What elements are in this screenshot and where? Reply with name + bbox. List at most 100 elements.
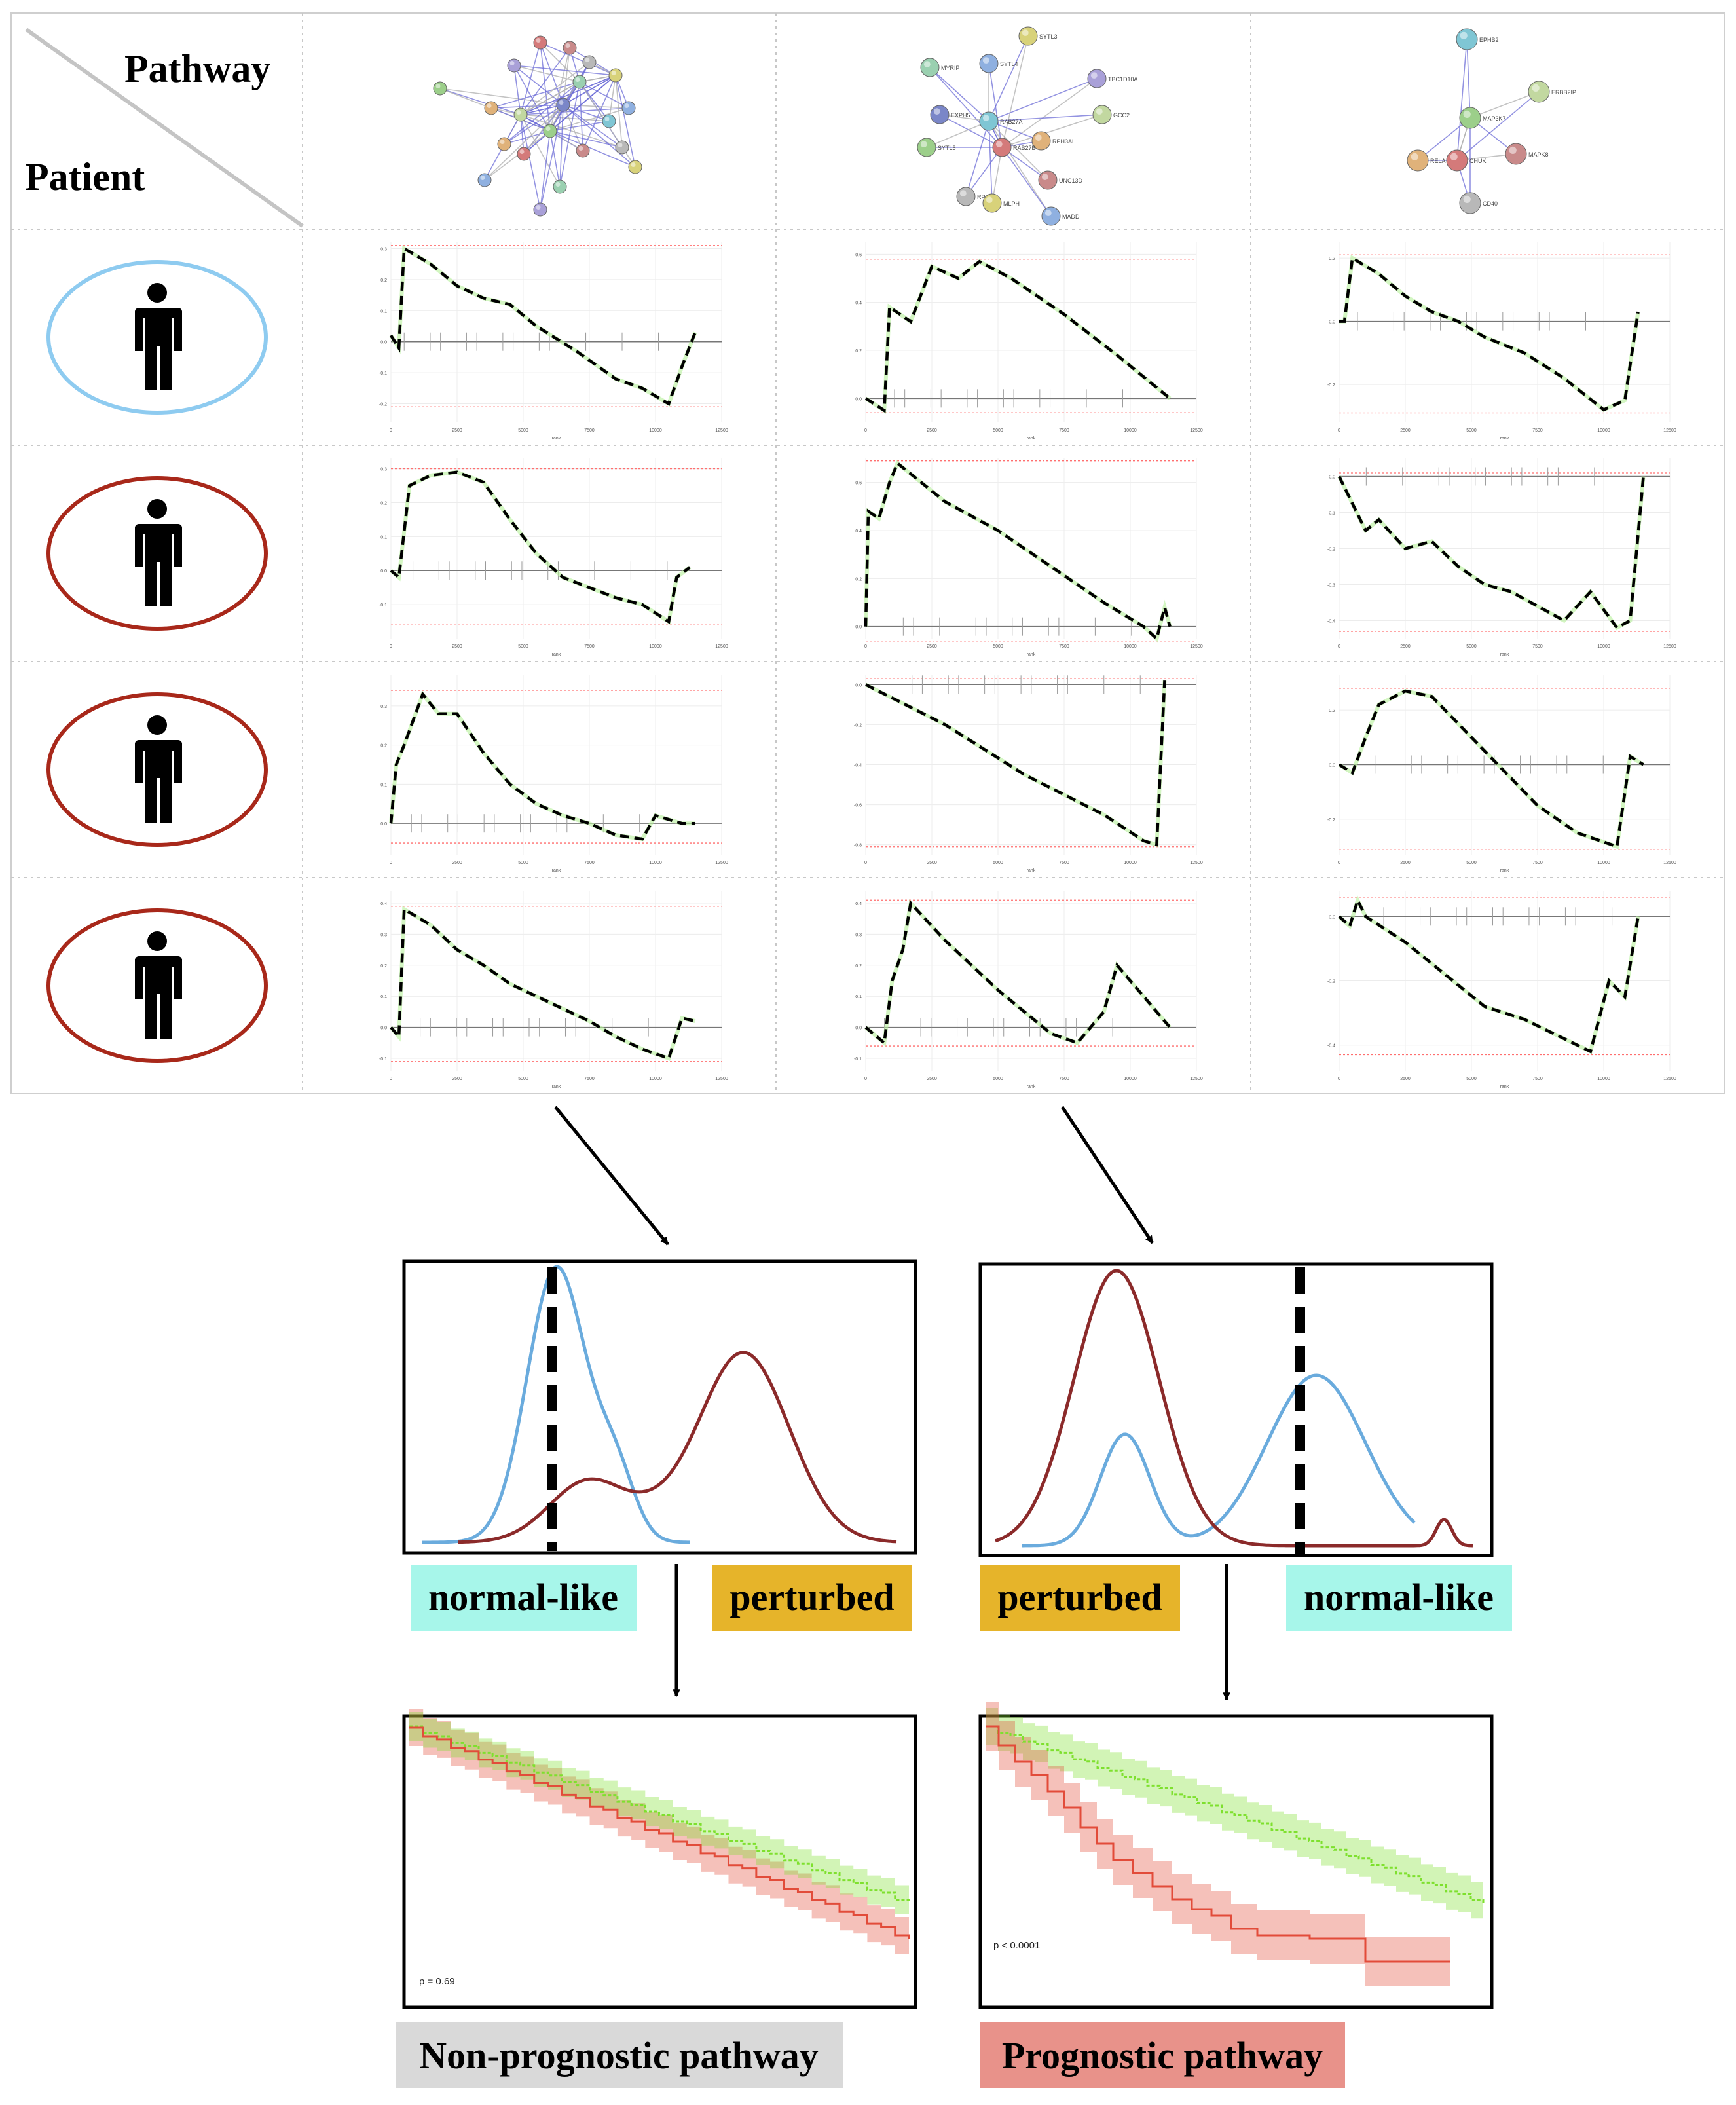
y-tick-label: 0.4	[855, 301, 862, 306]
x-axis-label: rank	[1500, 1085, 1509, 1089]
network-node: SYTL5	[917, 138, 956, 157]
patient-column	[46, 260, 268, 1063]
x-tick-label: 10000	[649, 644, 662, 649]
y-tick-label: 0.1	[380, 535, 387, 540]
network-node	[543, 124, 557, 138]
x-tick-label: 5000	[1466, 644, 1477, 649]
normal-like-label-left: normal-like	[428, 1576, 618, 1618]
y-tick-label: 0.3	[380, 933, 387, 937]
network-node-label: SYTL4	[1000, 61, 1018, 67]
person-icon	[135, 283, 182, 390]
perturbed-label-box-left	[712, 1565, 912, 1631]
es-plot-r4-c2: 0.4 0.3 0.2 0.1 0.0 -0.1 0 2500 5000 7500 10000 125…	[854, 891, 1203, 1089]
person-icon	[135, 499, 182, 606]
pathway-network-1	[433, 35, 642, 217]
y-tick-label: 0.0	[855, 683, 862, 688]
y-tick-label: 0.4	[855, 902, 862, 906]
x-tick-label: 10000	[1124, 861, 1137, 865]
running-es-curve	[864, 900, 1172, 1046]
network-node	[628, 160, 642, 174]
x-tick-label: 5000	[993, 1077, 1003, 1081]
y-tick-label: 0.3	[380, 247, 387, 251]
y-tick-label: 0.1	[380, 995, 387, 999]
x-tick-label: 2500	[927, 428, 937, 433]
normal-density-curve	[1022, 1373, 1416, 1548]
x-tick-label: 10000	[1597, 428, 1610, 433]
y-tick-label: -0.2	[379, 403, 387, 407]
es-plot-r2-c2: 0.6 0.4 0.2 0.0 0 2500 5000 7500 10000 12500 rank	[855, 458, 1203, 657]
y-tick-label: 0.2	[380, 964, 387, 969]
x-tick-label: 5000	[518, 428, 528, 433]
x-tick-label: 7500	[1532, 861, 1543, 865]
y-tick-label: 0.0	[380, 822, 387, 827]
y-tick-label: -0.1	[379, 603, 387, 608]
x-tick-label: 7500	[1532, 1077, 1543, 1081]
x-tick-label: 0	[864, 861, 867, 865]
x-tick-label: 7500	[1059, 1077, 1069, 1081]
prognostic-box	[980, 2022, 1345, 2088]
network-node: CHUK	[1446, 149, 1487, 172]
network-node: RPH3AL	[1031, 131, 1075, 151]
network-node-label: EPHB2	[1479, 37, 1499, 43]
x-tick-label: 7500	[584, 644, 595, 649]
network-node	[556, 98, 570, 112]
running-es-curve	[1337, 475, 1645, 630]
patient-2	[46, 476, 268, 631]
perturbed-label-left: perturbed	[729, 1576, 894, 1618]
running-es-curve	[390, 906, 696, 1060]
x-tick-label: 2500	[927, 861, 937, 865]
y-tick-label: 0.2	[380, 744, 387, 749]
network-node: MAP3K7	[1459, 107, 1506, 129]
y-tick-label: 0.6	[855, 253, 862, 257]
network-node-label: MAP3K7	[1483, 115, 1506, 122]
network-node	[513, 107, 528, 122]
p-value-left: p = 0.69	[419, 1976, 455, 1987]
y-tick-label: -0.2	[1327, 818, 1335, 823]
network-node-label: MLPH	[1003, 200, 1020, 207]
x-tick-label: 5000	[993, 428, 1003, 433]
y-tick-label: 0.2	[855, 349, 862, 354]
x-tick-label: 12500	[1190, 428, 1203, 433]
green-survival-curve	[986, 1725, 1485, 1903]
x-tick-label: 0	[1338, 861, 1340, 865]
x-tick-label: 10000	[1597, 861, 1610, 865]
x-tick-label: 0	[864, 644, 867, 649]
y-tick-label: 0.0	[855, 1026, 862, 1031]
y-tick-label: 0.0	[380, 341, 387, 345]
distribution-panel-left	[402, 1259, 917, 1555]
network-node: MAPK8	[1505, 143, 1549, 165]
network-node-label: ERBB2IP	[1551, 89, 1576, 96]
x-tick-label: 2500	[927, 1077, 937, 1081]
network-node: EPHB2	[1456, 28, 1499, 50]
running-es-curve	[1339, 255, 1640, 412]
network-node-label: TBC1D10A	[1108, 76, 1138, 83]
x-tick-label: 7500	[1532, 428, 1543, 433]
network-node	[576, 143, 590, 158]
x-tick-label: 7500	[584, 1077, 595, 1081]
x-tick-label: 7500	[1059, 428, 1069, 433]
y-tick-label: -0.1	[379, 1057, 387, 1062]
network-node	[477, 173, 492, 187]
normal-like-label-right: normal-like	[1304, 1576, 1494, 1618]
x-tick-label: 0	[1338, 428, 1340, 433]
network-node-label: EXPH5	[951, 112, 970, 119]
x-tick-label: 12500	[1190, 644, 1203, 649]
es-plot-r4-c1: 0.4 0.3 0.2 0.1 0.0 -0.1 0 2500 5000 7500 10000 125…	[379, 891, 728, 1089]
x-tick-label: 0	[1338, 644, 1340, 649]
network-node	[533, 202, 547, 217]
network-node: MYRIP	[920, 58, 960, 77]
survival-panel-right: p < 0.0001	[978, 1702, 1494, 2009]
perturbed-density-curve	[995, 1269, 1473, 1548]
pathway-network-2: SYTL3 SYTL4 MYRIP TBC1D10A EXPH5 RAB27A GCC2 SY…	[917, 26, 1138, 226]
green-survival-curve	[409, 1725, 910, 1903]
y-tick-label: 0.2	[1329, 257, 1335, 261]
normal-density-curve	[422, 1265, 690, 1544]
x-tick-label: 7500	[1059, 861, 1069, 865]
x-tick-label: 2500	[452, 428, 462, 433]
y-tick-label: 0.6	[855, 481, 862, 486]
network-node-label: MADD	[1062, 214, 1080, 220]
y-tick-label: 0.1	[855, 995, 862, 999]
x-tick-label: 10000	[1597, 644, 1610, 649]
x-tick-label: 0	[390, 428, 392, 433]
